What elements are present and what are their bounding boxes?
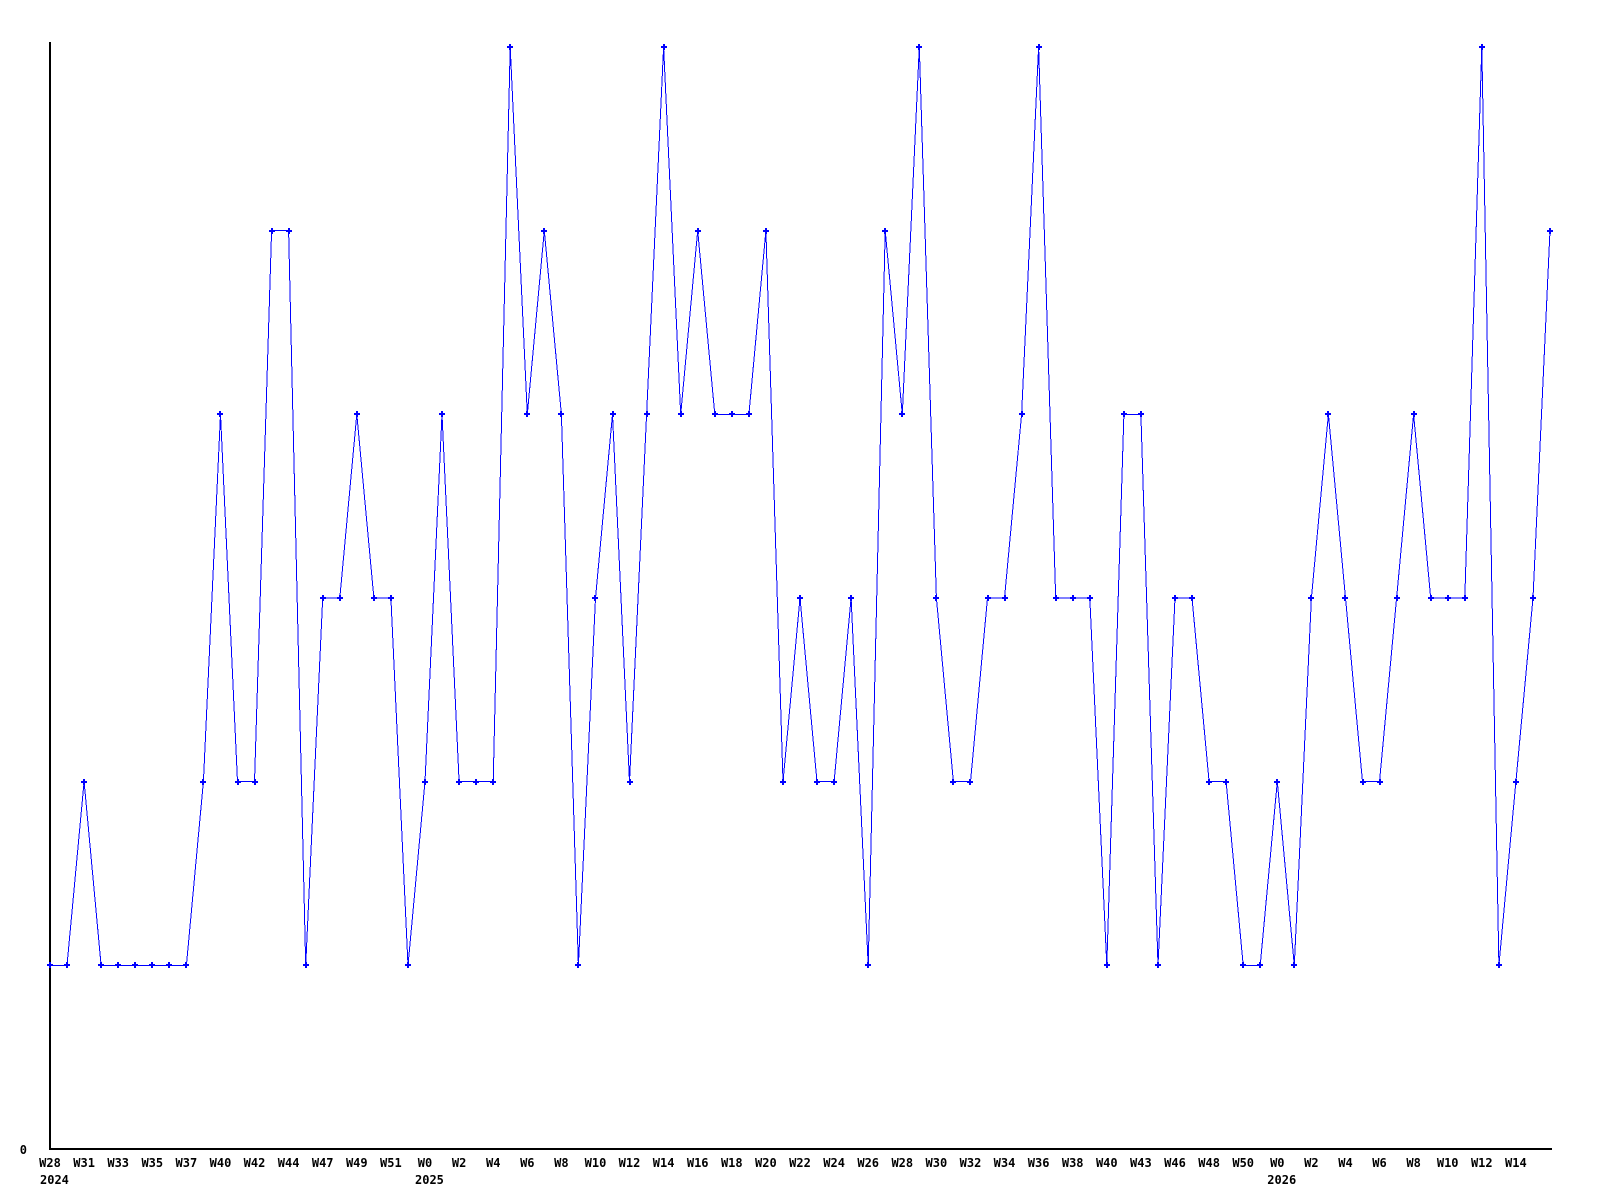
x-tick-label: W38 <box>1062 1156 1084 1170</box>
x-tick-label: W51 <box>380 1156 402 1170</box>
x-tick-label: W4 <box>486 1156 500 1170</box>
x-tick-label: W12 <box>619 1156 641 1170</box>
x-axis-year-label: 2024 <box>40 1173 69 1187</box>
x-tick-label: W14 <box>1505 1156 1527 1170</box>
x-tick-label: W33 <box>107 1156 129 1170</box>
x-tick-label: W2 <box>452 1156 466 1170</box>
x-tick-label: W42 <box>244 1156 266 1170</box>
x-tick-label: W34 <box>994 1156 1016 1170</box>
x-tick-label: W28 <box>891 1156 913 1170</box>
x-tick-label: W14 <box>653 1156 675 1170</box>
x-tick-label: W10 <box>1437 1156 1459 1170</box>
x-tick-label: W48 <box>1198 1156 1220 1170</box>
x-tick-label: W49 <box>346 1156 368 1170</box>
x-tick-label: W31 <box>73 1156 95 1170</box>
x-tick-label: W40 <box>1096 1156 1118 1170</box>
x-tick-label: W43 <box>1130 1156 1152 1170</box>
x-tick-label: W10 <box>585 1156 607 1170</box>
y-axis-zero-label: 0 <box>20 1143 27 1157</box>
x-tick-label: W0 <box>1270 1156 1284 1170</box>
x-tick-label: W16 <box>687 1156 709 1170</box>
x-tick-label: W12 <box>1471 1156 1493 1170</box>
x-tick-label: W50 <box>1232 1156 1254 1170</box>
x-tick-label: W30 <box>926 1156 948 1170</box>
x-tick-label: W44 <box>278 1156 300 1170</box>
x-tick-label: W22 <box>789 1156 811 1170</box>
x-tick-label: W46 <box>1164 1156 1186 1170</box>
x-tick-label: W4 <box>1338 1156 1352 1170</box>
x-tick-label: W47 <box>312 1156 334 1170</box>
x-tick-label: W36 <box>1028 1156 1050 1170</box>
x-tick-label: W6 <box>520 1156 534 1170</box>
x-tick-label: W40 <box>210 1156 232 1170</box>
x-tick-label: W2 <box>1304 1156 1318 1170</box>
data-point-markers <box>47 44 1553 968</box>
x-tick-label: W8 <box>1406 1156 1420 1170</box>
x-tick-label: W8 <box>554 1156 568 1170</box>
data-series-line <box>50 46 1551 966</box>
x-tick-label: W20 <box>755 1156 777 1170</box>
x-tick-label: W0 <box>418 1156 432 1170</box>
x-axis-year-label: 2025 <box>415 1173 444 1187</box>
x-tick-label: W18 <box>721 1156 743 1170</box>
x-tick-label: W32 <box>960 1156 982 1170</box>
x-tick-label: W35 <box>141 1156 163 1170</box>
x-tick-label: W6 <box>1372 1156 1386 1170</box>
x-tick-label: W37 <box>176 1156 198 1170</box>
x-tick-label: W24 <box>823 1156 845 1170</box>
x-tick-label: W26 <box>857 1156 879 1170</box>
x-tick-label: W28 <box>39 1156 61 1170</box>
x-axis-year-label: 2026 <box>1267 1173 1296 1187</box>
